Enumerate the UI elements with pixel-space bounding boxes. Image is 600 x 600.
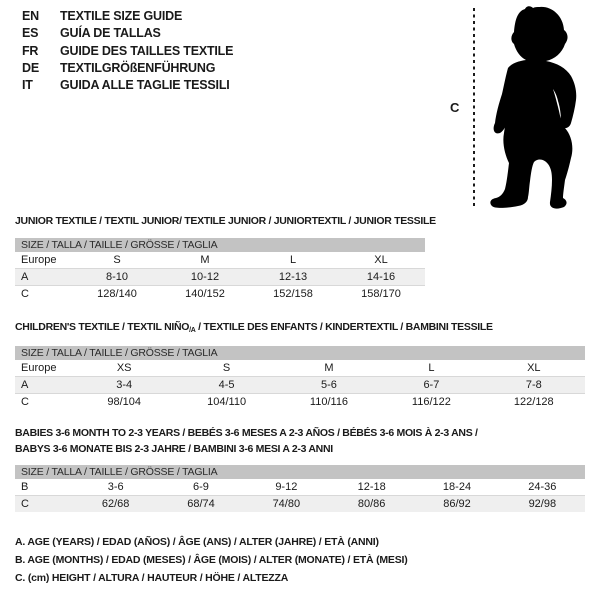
babies-section-title: BABIES 3-6 MONTH TO 2-3 YEARS / BEBÉS 3-… (15, 426, 478, 457)
size-cell: 8-10 (105, 271, 129, 283)
size-cell: 104/110 (207, 396, 247, 408)
junior-size-table: SIZE / TALLA / TAILLE / GRÖSSE / TAGLIA … (15, 238, 425, 302)
size-cell: 98/104 (107, 396, 142, 408)
language-label: TEXTILGRÖßENFÜHRUNG (60, 60, 216, 75)
language-code: FR (22, 43, 39, 58)
size-cell: 3-4 (116, 379, 133, 391)
language-label: GUÍA DE TALLAS (60, 26, 161, 41)
language-code: EN (22, 9, 39, 23)
note-age-years: A. AGE (YEARS) / EDAD (AÑOS) / ÂGE (ANS)… (15, 536, 379, 548)
size-cell: XS (116, 362, 132, 374)
size-cell: L (428, 362, 435, 374)
children-title-pre: CHILDREN'S TEXTILE / TEXTIL NIÑO (15, 321, 190, 333)
size-cell: 12-13 (278, 271, 308, 283)
junior-section-title: JUNIOR TEXTILE / TEXTIL JUNIOR/ TEXTILE … (15, 215, 436, 227)
table-row-age: A 8-10 10-12 12-13 14-16 (15, 269, 425, 286)
size-cell: 68/74 (187, 498, 215, 510)
size-cell: 7-8 (525, 379, 542, 391)
size-header-bar: SIZE / TALLA / TAILLE / GRÖSSE / TAGLIA (15, 346, 585, 360)
size-cell: 3-6 (107, 481, 124, 493)
size-cell: S (113, 254, 121, 266)
size-cell: M (200, 254, 210, 266)
legend-notes: A. AGE (YEARS) / EDAD (AÑOS) / ÂGE (ANS)… (15, 533, 408, 587)
children-section-title: CHILDREN'S TEXTILE / TEXTIL NIÑO/A / TEX… (15, 321, 493, 334)
row-label: C (21, 288, 29, 300)
size-cell: 80/86 (357, 498, 386, 510)
size-header-bar: SIZE / TALLA / TAILLE / GRÖSSE / TAGLIA (15, 238, 425, 252)
language-row-de: DE TEXTILGRÖßENFÜHRUNG (22, 60, 233, 77)
size-cell: 4-5 (218, 379, 235, 391)
language-label: TEXTILE SIZE GUIDE (60, 9, 183, 23)
language-row-fr: FR GUIDE DES TAILLES TEXTILE (22, 43, 233, 60)
language-code: DE (22, 60, 39, 75)
height-marker-label: C (450, 100, 460, 115)
size-cell: 6-7 (423, 379, 440, 391)
toddler-silhouette-image (490, 6, 577, 209)
row-label: Europe (21, 362, 57, 374)
size-cell: 6-9 (193, 481, 209, 493)
size-cell: 18-24 (442, 481, 472, 493)
row-label: A (21, 271, 29, 283)
note-age-months: B. AGE (MONTHS) / EDAD (MESES) / ÂGE (MO… (15, 554, 408, 566)
table-row-height: C 128/140 140/152 152/158 158/170 (15, 286, 425, 302)
size-cell: S (222, 362, 231, 374)
babies-title-line2: BABYS 3-6 MONATE BIS 2-3 JAHRE / BAMBINI… (15, 442, 333, 455)
table-row-europe: Europe XS S M L XL (15, 360, 585, 377)
size-cell: 128/140 (97, 288, 137, 300)
size-cell: 122/128 (513, 396, 554, 408)
babies-title-line1: BABIES 3-6 MONTH TO 2-3 YEARS / BEBÉS 3-… (15, 427, 478, 439)
size-cell: 14-16 (366, 271, 396, 283)
size-cell: 86/92 (443, 498, 471, 510)
size-cell: 5-6 (321, 379, 337, 391)
language-code: ES (22, 26, 39, 41)
language-label: GUIDE DES TAILLES TEXTILE (60, 43, 234, 58)
note-height-cm: C. (cm) HEIGHT / ALTURA / HAUTEUR / HÖHE… (15, 572, 289, 584)
size-cell: 140/152 (185, 288, 225, 300)
size-cell: L (289, 254, 297, 266)
size-cell: XL (527, 362, 541, 374)
row-label: C (21, 498, 29, 510)
size-cell: 10-12 (190, 271, 220, 283)
children-title-post: / TEXTILE DES ENFANTS / KINDERTEXTIL / B… (195, 321, 493, 333)
table-row-height: C 98/104 104/110 110/116 116/122 122/128 (15, 394, 585, 410)
row-label: Europe (21, 254, 57, 266)
language-code: IT (22, 78, 33, 93)
children-title-sub: /A (189, 327, 196, 334)
language-label: GUIDA ALLE TAGLIE TESSILI (60, 78, 230, 93)
language-row-it: IT GUIDA ALLE TAGLIE TESSILI (22, 77, 233, 94)
size-cell: 152/158 (273, 288, 313, 300)
size-cell: XL (374, 254, 388, 266)
size-cell: 92/98 (528, 498, 557, 510)
size-cell: 116/122 (411, 396, 451, 408)
size-cell: 110/116 (309, 396, 349, 408)
table-row-months: B 3-6 6-9 9-12 12-18 18-24 24-36 (15, 479, 585, 496)
size-cell: 24-36 (528, 481, 557, 493)
row-label: B (21, 481, 29, 493)
height-dotted-line (473, 8, 475, 206)
table-row-age: A 3-4 4-5 5-6 6-7 7-8 (15, 377, 585, 394)
size-cell: M (324, 362, 334, 374)
size-cell: 9-12 (275, 481, 298, 493)
row-label: A (21, 379, 29, 391)
language-row-es: ES GUÍA DE TALLAS (22, 25, 233, 42)
table-row-height: C 62/68 68/74 74/80 80/86 86/92 92/98 (15, 496, 585, 512)
size-cell: 158/170 (361, 288, 401, 300)
row-label: C (21, 396, 29, 408)
size-header-bar: SIZE / TALLA / TAILLE / GRÖSSE / TAGLIA (15, 465, 585, 479)
size-cell: 74/80 (272, 498, 301, 510)
language-list: EN TEXTILE SIZE GUIDE ES GUÍA DE TALLAS … (22, 8, 233, 94)
size-cell: 62/68 (101, 498, 130, 510)
table-row-europe: Europe S M L XL (15, 252, 425, 269)
children-size-table: SIZE / TALLA / TAILLE / GRÖSSE / TAGLIA … (15, 346, 585, 410)
size-cell: 12-18 (357, 481, 386, 493)
language-row-en: EN TEXTILE SIZE GUIDE (22, 8, 233, 25)
babies-size-table: SIZE / TALLA / TAILLE / GRÖSSE / TAGLIA … (15, 465, 585, 512)
